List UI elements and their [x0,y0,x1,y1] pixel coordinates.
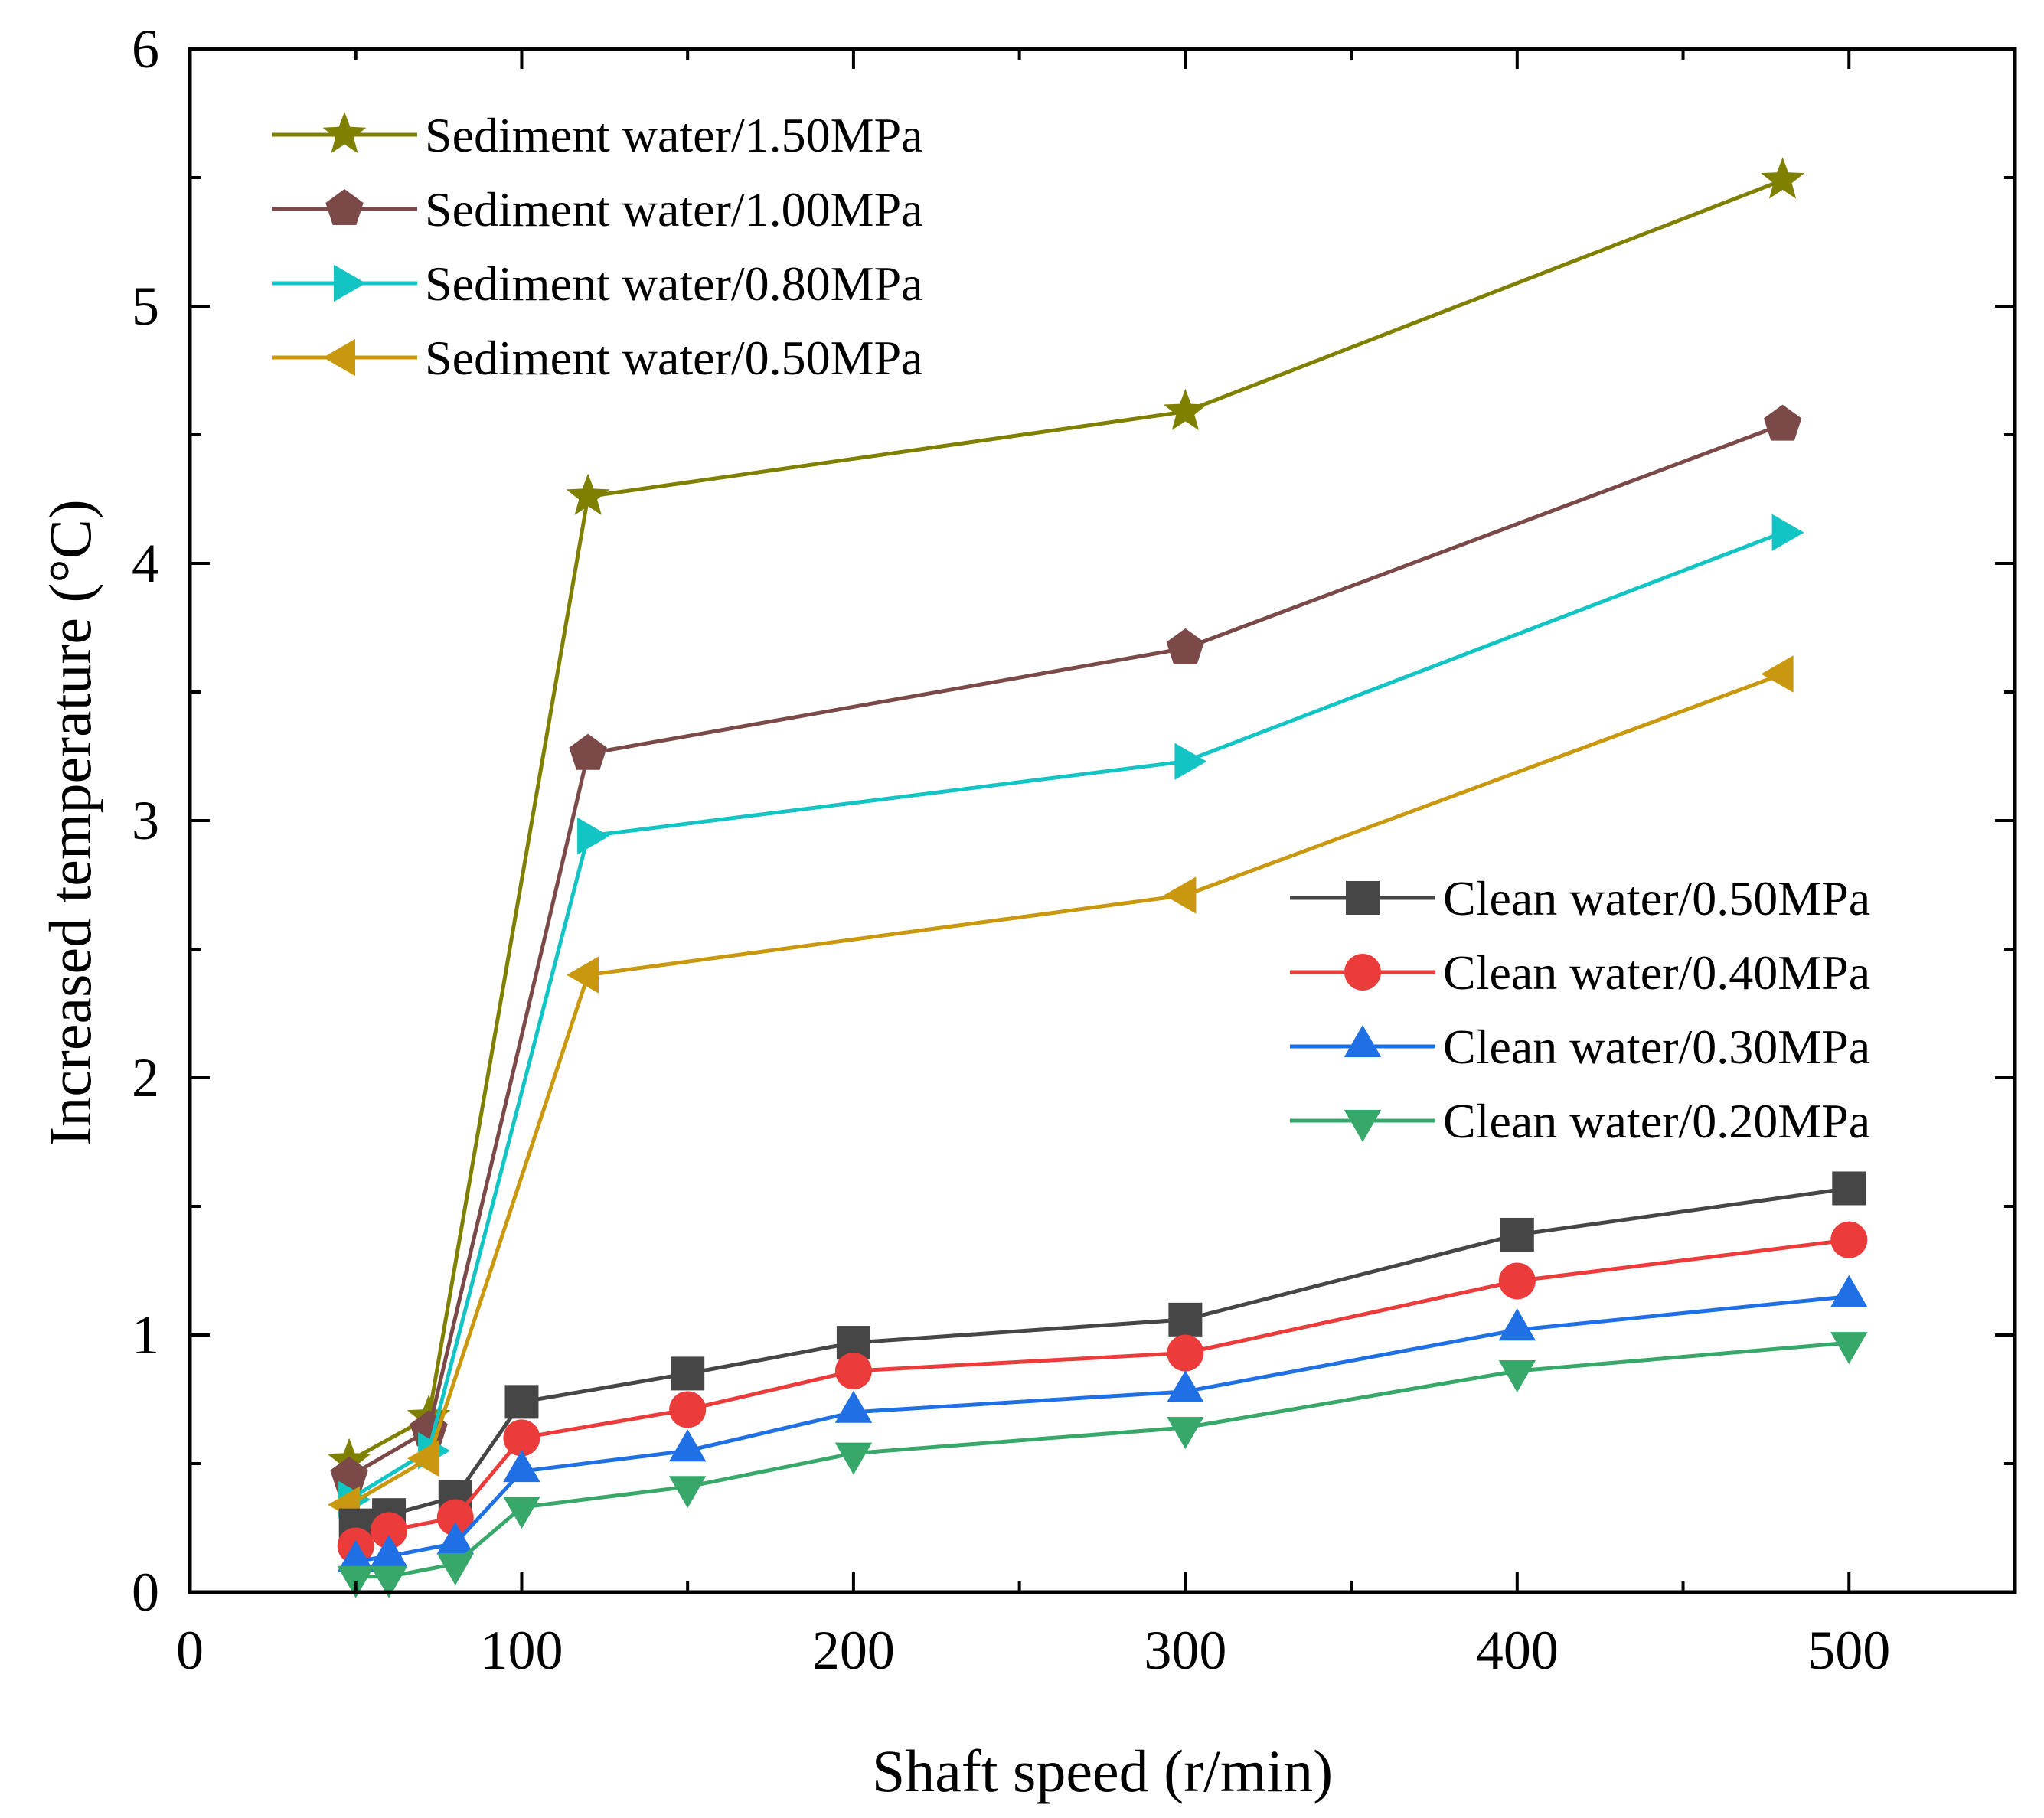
plot-area [327,157,1868,1598]
legend-marker [334,264,366,302]
legend-item: Clean water/0.30MPa [1290,1020,1870,1074]
data-point [834,1353,872,1390]
y-tick-label: 2 [132,1047,159,1108]
y-tick-label: 1 [132,1304,159,1366]
x-tick-label: 200 [812,1620,895,1681]
legend-item: Clean water/0.40MPa [1290,945,1870,1000]
series-1 [330,404,1802,1493]
data-point [370,1535,408,1567]
data-point [1500,1217,1534,1252]
data-point [577,817,610,855]
x-tick-label: 100 [480,1620,563,1681]
y-tick-label: 0 [132,1562,159,1623]
data-point [1498,1308,1536,1341]
legend-marker [322,112,367,154]
data-point [370,1565,408,1598]
legend-label: Sediment water/0.50MPa [425,331,923,385]
data-point [668,1476,707,1509]
legend-label: Sediment water/0.80MPa [425,256,923,311]
series-3 [328,655,1794,1523]
data-point [436,1499,474,1536]
legend-marker [1344,954,1381,991]
data-point [569,733,607,770]
data-point [1498,1360,1536,1392]
data-point [1761,655,1794,693]
data-point [504,1385,539,1419]
x-tick-label: 500 [1807,1620,1890,1681]
data-point [1167,1334,1204,1372]
data-point [1166,628,1205,664]
data-point [1498,1262,1536,1300]
legend-label: Clean water/0.30MPa [1443,1020,1870,1074]
data-point [1761,157,1805,199]
data-point [668,1429,707,1462]
data-point [567,956,599,994]
legend-group-center-right: Clean water/0.50MPa Clean water/0.40MPa Cl… [1290,871,1870,1148]
data-point [503,1497,540,1529]
data-point [436,1553,474,1585]
data-point [330,1456,368,1493]
legend-item: Sediment water/1.00MPa [272,182,923,237]
data-point [503,1419,540,1457]
legend-item: Sediment water/0.50MPa [272,331,923,385]
legend-group-top-left: Sediment water/1.50MPa Sediment water/1.0… [272,108,923,385]
data-point [1763,404,1802,441]
legend-label: Clean water/0.40MPa [1443,945,1870,1000]
data-point [1164,876,1197,914]
data-point [566,473,610,515]
x-tick-label: 0 [176,1620,204,1681]
legend-item: Sediment water/1.50MPa [272,108,923,162]
legend-item: Clean water/0.20MPa [1290,1094,1870,1148]
legend-label: Sediment water/1.00MPa [425,182,923,237]
y-tick-label: 4 [132,533,159,594]
data-point [1163,388,1207,430]
legend-label: Clean water/0.50MPa [1443,871,1870,925]
x-tick-label: 400 [1476,1620,1559,1681]
data-point [834,1442,873,1475]
data-point [1167,1369,1204,1402]
legend-marker [325,189,364,225]
y-axis-title: Increased temperature (°C) [37,499,103,1146]
legend: Sediment water/1.50MPa Sediment water/1.0… [272,108,1870,1148]
data-point [1830,1221,1868,1258]
y-tick-label: 6 [132,18,159,80]
data-point [834,1390,873,1423]
data-point [436,1522,474,1555]
series-line [348,530,1784,1502]
data-point [407,1440,440,1477]
legend-item: Sediment water/0.80MPa [272,256,923,311]
axes: 0 100 200 300 400 500 0 1 2 3 4 5 6 [132,18,2017,1681]
series-line [348,672,1784,1506]
series-line [355,1340,1850,1579]
data-point [1830,1275,1868,1307]
series-6 [337,1275,1868,1572]
y-tick-label: 5 [132,276,159,337]
data-point [1832,1171,1866,1206]
data-point [371,1512,408,1549]
legend-label: Clean water/0.20MPa [1443,1094,1870,1148]
data-point [1830,1332,1868,1365]
x-axis-title: Shaft speed (r/min) [872,1738,1333,1804]
data-point [671,1356,705,1391]
legend-label: Sediment water/1.50MPa [425,108,923,162]
data-point [1771,514,1804,551]
legend-marker [1344,1025,1382,1057]
data-point [669,1391,707,1428]
data-point [1174,743,1207,780]
series-5 [337,1221,1868,1565]
legend-marker [323,338,355,377]
data-point [1167,1417,1204,1449]
data-point [1168,1302,1203,1337]
legend-marker [1344,1110,1382,1142]
legend-marker [1346,881,1380,915]
x-tick-label: 300 [1144,1620,1226,1681]
data-point [503,1450,540,1483]
data-point [337,1539,374,1572]
y-tick-label: 3 [132,790,159,851]
legend-item: Clean water/0.50MPa [1290,871,1870,925]
